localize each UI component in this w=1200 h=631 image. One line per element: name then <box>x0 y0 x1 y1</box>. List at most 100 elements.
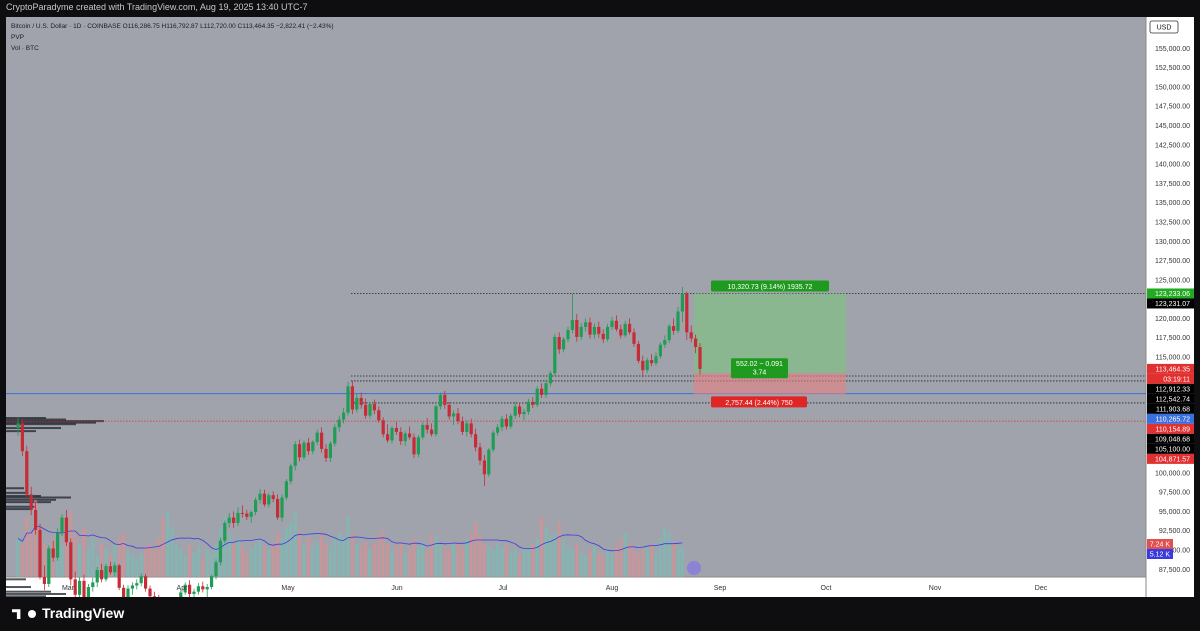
candle-body[interactable] <box>482 460 486 475</box>
candle-body[interactable] <box>430 429 434 435</box>
candle-body[interactable] <box>570 319 574 331</box>
candle-body[interactable] <box>522 411 526 415</box>
candle-body[interactable] <box>346 386 350 413</box>
price-level-label[interactable]: 110,154.89 <box>1155 426 1190 433</box>
price-level-label[interactable]: 03:19:11 <box>1163 376 1190 383</box>
candle-body[interactable] <box>614 320 618 330</box>
currency-badge[interactable] <box>1149 20 1179 34</box>
candle-body[interactable] <box>540 388 544 395</box>
candle-body[interactable] <box>500 418 504 428</box>
candle-body[interactable] <box>394 428 398 432</box>
candle-body[interactable] <box>465 423 469 432</box>
candle-body[interactable] <box>390 428 394 441</box>
candle-body[interactable] <box>597 326 601 334</box>
candle-body[interactable] <box>632 332 636 344</box>
candle-body[interactable] <box>210 576 214 588</box>
candle-body[interactable] <box>223 522 227 541</box>
candle-body[interactable] <box>289 465 293 482</box>
candle-body[interactable] <box>531 401 535 405</box>
stop-zone[interactable] <box>694 373 846 395</box>
candle-body[interactable] <box>562 339 566 350</box>
candle-body[interactable] <box>104 566 108 580</box>
candle-body[interactable] <box>408 433 412 438</box>
volume-level-label[interactable]: 7.24 K <box>1150 542 1171 549</box>
candle-body[interactable] <box>232 517 236 523</box>
candle-body[interactable] <box>628 323 632 333</box>
candle-body[interactable] <box>25 451 29 495</box>
indicator-pvp[interactable]: PVP <box>11 34 25 41</box>
candle-body[interactable] <box>469 423 473 435</box>
candle-body[interactable] <box>122 587 126 597</box>
candle-body[interactable] <box>152 596 156 597</box>
candle-body[interactable] <box>126 588 130 597</box>
price-level-label[interactable]: 112,542.74 <box>1155 396 1190 403</box>
candle-body[interactable] <box>491 432 495 450</box>
candle-body[interactable] <box>588 322 592 335</box>
candle-body[interactable] <box>117 565 121 588</box>
price-level-label[interactable]: 105,100.00 <box>1155 446 1190 453</box>
candle-body[interactable] <box>148 588 152 597</box>
candle-body[interactable] <box>584 322 588 327</box>
candle-body[interactable] <box>456 413 460 422</box>
candle-body[interactable] <box>350 386 354 410</box>
price-level-label[interactable]: 123,233.06 <box>1155 291 1190 298</box>
candle-body[interactable] <box>544 383 548 395</box>
candle-body[interactable] <box>364 404 368 416</box>
candle-body[interactable] <box>610 320 614 327</box>
candle-body[interactable] <box>478 447 482 461</box>
candle-body[interactable] <box>293 444 297 466</box>
candle-body[interactable] <box>680 293 684 312</box>
candle-body[interactable] <box>29 494 33 510</box>
candle-body[interactable] <box>236 512 240 523</box>
candle-body[interactable] <box>566 330 570 340</box>
candle-body[interactable] <box>245 513 249 517</box>
candle-body[interactable] <box>69 542 73 580</box>
candle-body[interactable] <box>509 415 513 427</box>
candle-body[interactable] <box>201 586 205 590</box>
candle-body[interactable] <box>443 394 447 405</box>
candle-body[interactable] <box>650 360 654 364</box>
candle-body[interactable] <box>333 427 337 444</box>
candle-body[interactable] <box>372 404 376 411</box>
candle-body[interactable] <box>86 587 90 597</box>
candle-body[interactable] <box>689 332 693 339</box>
candle-body[interactable] <box>685 293 689 333</box>
price-level-label[interactable]: 113,464.35 <box>1155 366 1190 373</box>
candle-body[interactable] <box>641 360 645 371</box>
candle-body[interactable] <box>667 326 671 341</box>
candle-body[interactable] <box>368 404 372 416</box>
candle-body[interactable] <box>619 329 623 336</box>
candle-body[interactable] <box>262 493 266 505</box>
candle-body[interactable] <box>135 583 139 586</box>
candle-body[interactable] <box>548 373 552 384</box>
candle-body[interactable] <box>276 499 280 518</box>
price-level-label[interactable]: 123,231.07 <box>1155 301 1190 308</box>
candle-body[interactable] <box>553 336 557 374</box>
candle-body[interactable] <box>51 548 55 558</box>
price-level-label[interactable]: 110,265.72 <box>1155 416 1190 423</box>
candle-body[interactable] <box>240 512 244 514</box>
candle-body[interactable] <box>91 582 95 588</box>
candle-body[interactable] <box>47 548 51 584</box>
candle-body[interactable] <box>20 423 24 452</box>
candle-body[interactable] <box>460 421 464 432</box>
candle-body[interactable] <box>205 587 209 590</box>
candle-body[interactable] <box>421 424 425 438</box>
candle-body[interactable] <box>60 517 64 534</box>
candle-body[interactable] <box>513 406 517 416</box>
candle-body[interactable] <box>324 448 328 459</box>
candle-body[interactable] <box>306 442 310 452</box>
candle-body[interactable] <box>403 433 407 442</box>
candle-body[interactable] <box>113 565 117 573</box>
indicator-volume[interactable]: Vol · BTC <box>11 45 39 52</box>
candle-body[interactable] <box>56 533 60 558</box>
price-level-label[interactable]: 111,903.68 <box>1156 406 1190 413</box>
candle-body[interactable] <box>130 585 134 589</box>
candle-body[interactable] <box>654 356 658 364</box>
candle-body[interactable] <box>359 397 363 405</box>
tradingview-logo[interactable]: TradingView <box>12 605 124 621</box>
candle-body[interactable] <box>64 517 68 543</box>
candle-body[interactable] <box>694 338 698 347</box>
candle-body[interactable] <box>487 449 491 475</box>
candle-body[interactable] <box>82 580 86 597</box>
